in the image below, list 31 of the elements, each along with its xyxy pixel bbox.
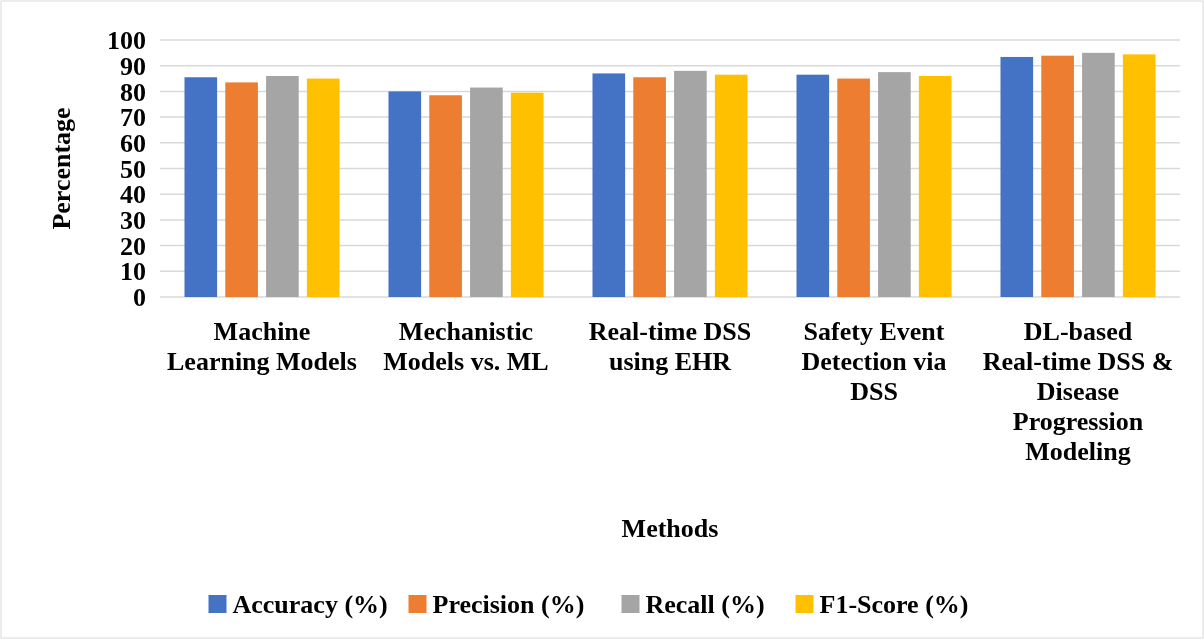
bar <box>1041 55 1074 297</box>
bar <box>674 70 707 297</box>
bar <box>388 91 422 297</box>
bar <box>1122 54 1156 297</box>
bar <box>796 74 830 297</box>
bar <box>306 78 340 297</box>
legend-label: Precision (%) <box>432 590 585 620</box>
x-tick-label: Safety Event Detection via DSS <box>801 317 947 406</box>
bar <box>1082 52 1115 297</box>
bar <box>837 78 870 297</box>
bar <box>225 82 258 297</box>
bar <box>714 74 748 297</box>
bar <box>878 72 911 297</box>
x-tick-label: Machine Learning Models <box>167 317 357 376</box>
x-tick-label: DL-based Real-time DSS & Disease Progression Modeling <box>982 317 1174 466</box>
bar <box>918 75 952 297</box>
bar <box>470 87 503 297</box>
bar <box>633 77 666 297</box>
bar <box>592 73 626 297</box>
bar <box>266 75 299 297</box>
bar <box>510 92 544 297</box>
bar <box>1000 56 1034 297</box>
legend-label: Accuracy (%) <box>232 590 388 620</box>
x-axis-title: Methods <box>621 514 719 543</box>
legend-label: Recall (%) <box>645 590 765 620</box>
bar <box>184 77 218 297</box>
y-axis-title: Percentage <box>47 107 76 230</box>
x-tick-label: Mechanistic Models vs. ML <box>383 317 549 376</box>
x-tick-label: Real-time DSS using EHR <box>588 317 752 376</box>
bar <box>429 95 462 297</box>
legend-label: F1-Score (%) <box>819 590 969 620</box>
